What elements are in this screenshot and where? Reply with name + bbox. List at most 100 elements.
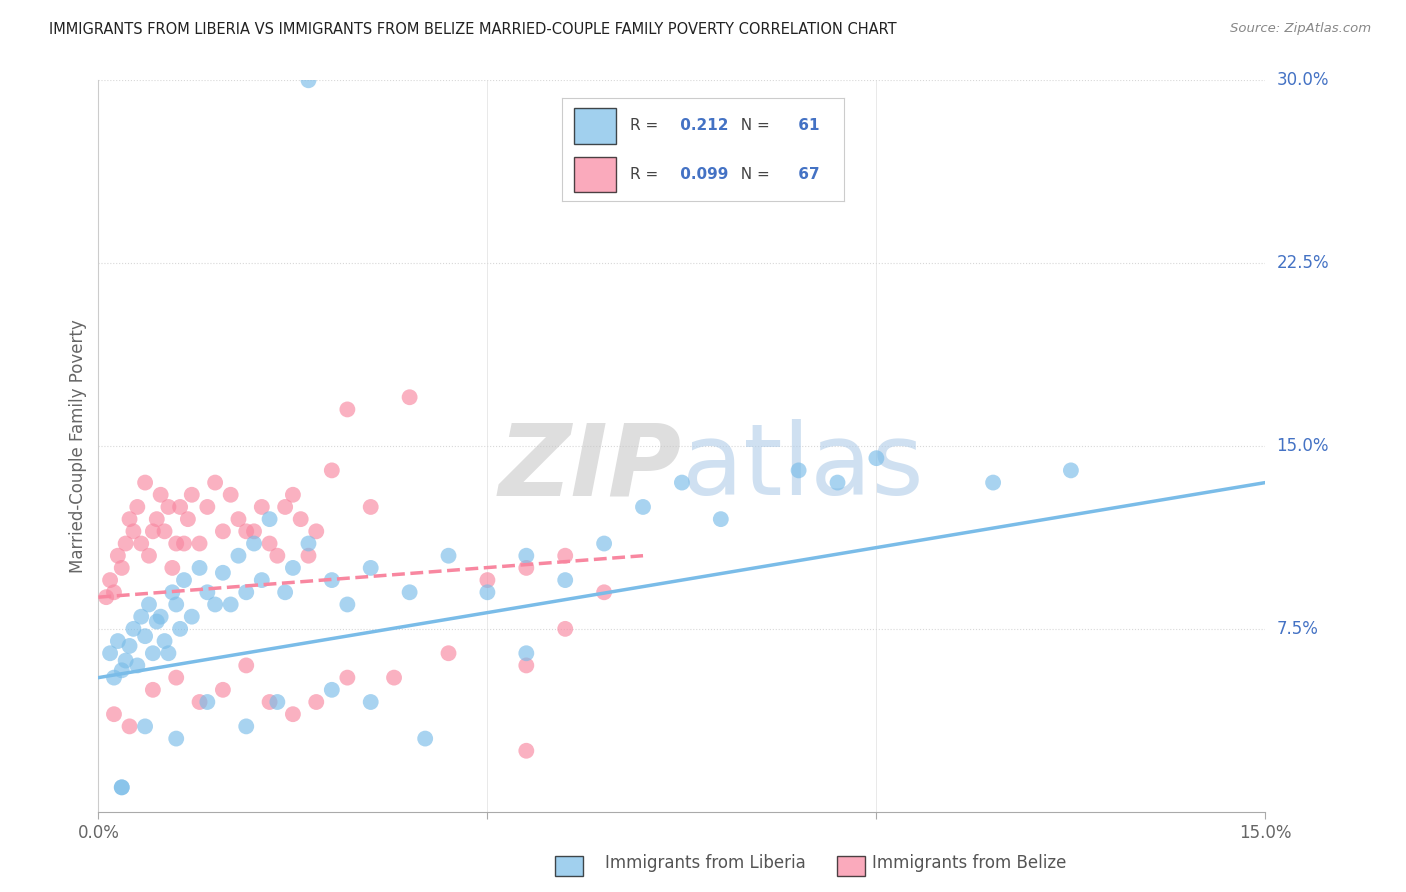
Point xyxy=(165,536,187,550)
Point xyxy=(111,780,134,795)
Point xyxy=(111,663,134,677)
Point xyxy=(281,707,304,722)
Point xyxy=(142,524,165,539)
Point xyxy=(321,682,343,697)
Text: 67: 67 xyxy=(793,167,820,182)
Point xyxy=(274,500,297,514)
Point xyxy=(259,536,281,550)
Point xyxy=(787,463,810,477)
Point xyxy=(228,549,250,563)
Text: 0.099: 0.099 xyxy=(675,167,728,182)
Point xyxy=(114,654,136,668)
Point xyxy=(259,512,281,526)
Point xyxy=(243,524,266,539)
Point xyxy=(212,566,235,580)
Point xyxy=(593,585,616,599)
Point xyxy=(336,598,359,612)
Point xyxy=(204,475,226,490)
Point xyxy=(204,598,226,612)
Point xyxy=(149,609,172,624)
Point xyxy=(477,573,499,587)
Point xyxy=(103,585,125,599)
Point xyxy=(122,524,145,539)
Point xyxy=(321,573,343,587)
FancyBboxPatch shape xyxy=(574,109,616,145)
Point xyxy=(129,536,152,550)
Point xyxy=(173,573,195,587)
Point xyxy=(219,488,242,502)
Point xyxy=(274,585,297,599)
Point xyxy=(165,731,187,746)
Point xyxy=(235,658,257,673)
Point xyxy=(398,390,420,404)
Point xyxy=(122,622,145,636)
Point xyxy=(515,744,537,758)
Point xyxy=(437,549,460,563)
Point xyxy=(259,695,281,709)
Point xyxy=(149,488,172,502)
Point xyxy=(515,658,537,673)
Point xyxy=(228,512,250,526)
FancyBboxPatch shape xyxy=(574,157,616,193)
Text: 7.5%: 7.5% xyxy=(1277,620,1319,638)
Point xyxy=(127,658,149,673)
Point xyxy=(195,695,218,709)
Point xyxy=(515,646,537,660)
Point xyxy=(250,573,273,587)
Point xyxy=(169,622,191,636)
Point xyxy=(235,524,257,539)
Point xyxy=(188,561,211,575)
Point xyxy=(188,536,211,550)
Point xyxy=(114,536,136,550)
Text: 22.5%: 22.5% xyxy=(1277,254,1329,272)
Point xyxy=(138,549,160,563)
Point xyxy=(165,671,187,685)
Point xyxy=(360,695,382,709)
Point xyxy=(477,585,499,599)
Point xyxy=(153,634,176,648)
Point xyxy=(219,598,242,612)
Point xyxy=(180,609,202,624)
Point xyxy=(107,549,129,563)
Point xyxy=(297,549,319,563)
Text: Source: ZipAtlas.com: Source: ZipAtlas.com xyxy=(1230,22,1371,36)
Point xyxy=(865,451,887,466)
Point xyxy=(336,402,359,417)
Point xyxy=(382,671,405,685)
Text: 0.212: 0.212 xyxy=(675,119,728,133)
Point xyxy=(266,695,288,709)
Point xyxy=(153,524,176,539)
Point xyxy=(321,463,343,477)
Point xyxy=(129,609,152,624)
Point xyxy=(146,512,169,526)
Point xyxy=(266,549,288,563)
Point xyxy=(188,695,211,709)
Point xyxy=(297,73,319,87)
Point xyxy=(305,524,328,539)
Point xyxy=(1060,463,1083,477)
Point xyxy=(180,488,202,502)
Text: 30.0%: 30.0% xyxy=(1277,71,1329,89)
Point xyxy=(235,585,257,599)
Point xyxy=(103,671,125,685)
Text: R =: R = xyxy=(630,119,664,133)
Point xyxy=(671,475,693,490)
Point xyxy=(134,719,156,733)
Point xyxy=(134,629,156,643)
Text: N =: N = xyxy=(731,119,775,133)
Point xyxy=(360,561,382,575)
Point xyxy=(195,585,218,599)
Point xyxy=(118,639,141,653)
Point xyxy=(281,488,304,502)
Point xyxy=(111,780,134,795)
Point xyxy=(157,500,180,514)
Text: IMMIGRANTS FROM LIBERIA VS IMMIGRANTS FROM BELIZE MARRIED-COUPLE FAMILY POVERTY : IMMIGRANTS FROM LIBERIA VS IMMIGRANTS FR… xyxy=(49,22,897,37)
Point xyxy=(336,671,359,685)
Point xyxy=(142,682,165,697)
Point xyxy=(515,549,537,563)
Point xyxy=(195,500,218,514)
Point xyxy=(169,500,191,514)
Point xyxy=(360,500,382,514)
Point xyxy=(290,512,312,526)
Point xyxy=(827,475,849,490)
